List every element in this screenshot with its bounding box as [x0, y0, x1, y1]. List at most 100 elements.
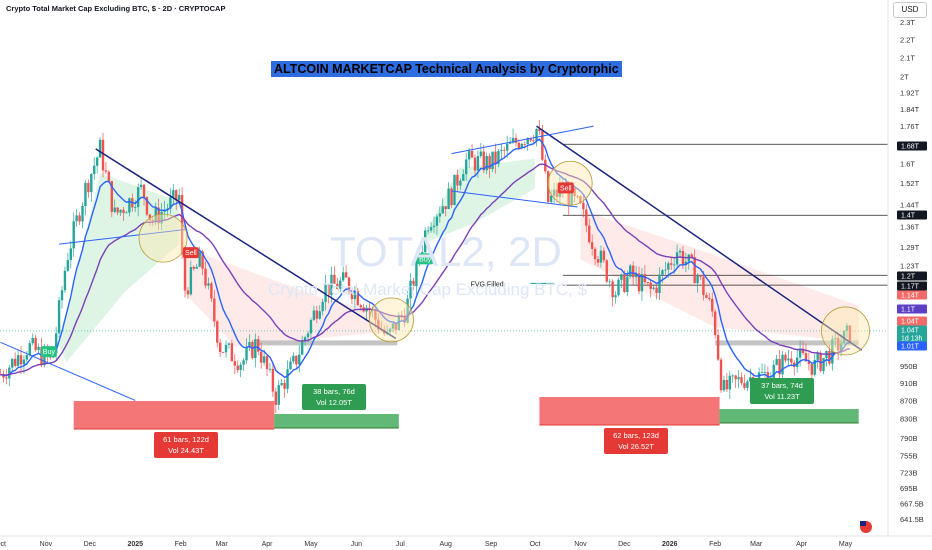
candle-body [737, 377, 740, 380]
candle-body [344, 272, 348, 278]
candle-body [84, 182, 87, 207]
candle-body [347, 277, 351, 292]
candle-body [22, 359, 26, 365]
candle-body [549, 195, 553, 202]
candle-body [579, 196, 582, 203]
buy-signal-box [417, 253, 434, 265]
candle-body [218, 342, 222, 353]
trendline [0, 341, 136, 401]
candle-body [283, 382, 286, 389]
candle-body [265, 356, 269, 370]
candle-body [274, 391, 278, 405]
candle-body [801, 348, 805, 354]
drawings-layer: Buy Sell Buy Sell 61 bars, 122d Vol 24.43T 38 … [0, 125, 870, 458]
range-box [73, 401, 275, 429]
candle-body [204, 268, 207, 286]
price-badge-label: 1.2T [901, 274, 916, 281]
candle-body [350, 291, 354, 300]
y-tick-label: 641.5B [900, 515, 924, 524]
candle-body [497, 151, 500, 164]
candle-body [157, 207, 160, 224]
candle-body [626, 276, 629, 293]
price-badge [897, 333, 927, 343]
candle-body [5, 377, 8, 379]
candle-body [836, 338, 840, 351]
candle-body [467, 150, 471, 160]
candle-body [330, 274, 333, 295]
x-tick-label: Mar [216, 541, 229, 548]
candle-body [520, 143, 524, 148]
candle-body [514, 137, 518, 143]
candle-body [781, 354, 784, 375]
candle-body [169, 197, 172, 209]
candle-body [760, 372, 764, 374]
y-tick-label: 1.84T [900, 105, 920, 114]
candle-body [198, 251, 201, 267]
candle-body [459, 180, 462, 186]
annotation-box [750, 378, 814, 404]
price-badge-label: 1.4T [901, 213, 916, 220]
candle-body [90, 173, 93, 193]
candle-body [479, 151, 483, 157]
candle-body [213, 298, 216, 322]
candle-body [259, 351, 263, 363]
candle-body [207, 283, 210, 286]
candle-body [339, 280, 342, 289]
candle-body [37, 346, 40, 351]
candle-body [151, 220, 155, 221]
candle-body [25, 355, 29, 360]
price-levels-layer [0, 143, 888, 332]
candle-body [104, 170, 108, 172]
candle-body [494, 151, 497, 164]
candle-body [172, 190, 175, 198]
candle-body [664, 269, 667, 271]
candle-body [175, 190, 178, 201]
candle-body [608, 281, 611, 283]
candle-body [324, 284, 327, 302]
candle-body [423, 230, 427, 253]
price-badge [897, 290, 927, 300]
candle-body [716, 335, 720, 360]
price-badge [897, 271, 927, 281]
candle-body [684, 261, 688, 266]
x-tick-label: Oct [530, 541, 541, 548]
x-tick-label: Mar [750, 541, 763, 548]
annotation-text: Vol 26.52T [618, 442, 654, 451]
symbol-header[interactable]: Crypto Total Market Cap Excluding BTC, $… [6, 4, 226, 13]
candle-body [145, 197, 149, 215]
y-tick-label: 1.6T [900, 159, 915, 168]
candle-body [142, 184, 146, 198]
candle-body [122, 209, 125, 214]
candle-body [740, 377, 743, 384]
candle-body [705, 295, 708, 298]
candle-body [93, 165, 96, 174]
candle-body [813, 359, 816, 375]
candle-body [725, 380, 729, 390]
candle-body [69, 248, 72, 261]
y-tick-label: 667.5B [900, 500, 924, 509]
candle-body [590, 242, 594, 249]
candle-body [201, 251, 204, 269]
price-badge-label: 1d 13h [901, 336, 923, 343]
candle-body [675, 252, 679, 265]
candle-body [216, 321, 219, 343]
candle-body [631, 265, 635, 278]
annotation-box [154, 432, 218, 458]
buy-signal-box [40, 346, 57, 358]
currency-button[interactable]: USD [893, 2, 927, 18]
candle-body [435, 216, 439, 226]
price-badge [897, 210, 927, 220]
support-box [715, 340, 859, 346]
candle-body [280, 382, 283, 386]
price-badge-label: 1.04T [901, 319, 920, 326]
x-tick-label: Nov [574, 541, 587, 548]
candle-body [57, 300, 61, 334]
candle-body [81, 206, 84, 222]
x-tick-label: Sep [485, 541, 498, 548]
candle-body [371, 310, 374, 311]
candle-body [842, 330, 846, 344]
highlight-circle [138, 213, 188, 263]
candle-body [327, 284, 330, 295]
y-tick-label: 830B [900, 415, 918, 424]
